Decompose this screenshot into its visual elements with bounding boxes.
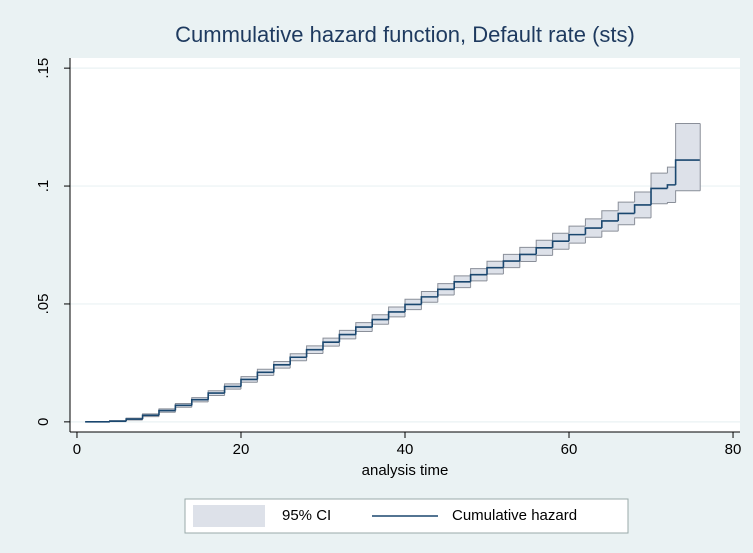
hazard-step <box>674 159 701 185</box>
legend-label: 95% CI <box>282 507 331 524</box>
hazard-step <box>568 233 586 242</box>
plot-area <box>70 58 740 432</box>
y-tick-label: .05 <box>35 294 52 315</box>
ci-edge <box>650 172 668 192</box>
hazard-step <box>404 303 422 312</box>
ci-edge <box>552 232 570 241</box>
ci-edge <box>470 268 488 276</box>
hazard-step <box>633 204 652 214</box>
ci-band <box>675 123 701 191</box>
ci-edge <box>552 248 570 256</box>
x-tick-label: 0 <box>73 441 81 458</box>
hazard-step <box>666 184 676 189</box>
y-tick-label: 0 <box>35 418 52 426</box>
ci-edge <box>502 253 520 262</box>
ci-edge <box>617 224 635 232</box>
ci-edge <box>634 191 652 203</box>
hazard-step <box>650 187 668 205</box>
hazard-step <box>354 326 373 335</box>
hazard-step <box>108 420 127 422</box>
x-tick-label: 20 <box>233 441 250 458</box>
x-tick-label: 40 <box>397 441 414 458</box>
hazard-step <box>141 414 159 420</box>
ci-edge <box>675 123 701 168</box>
hazard-step <box>223 385 241 394</box>
hazard-step <box>453 280 471 290</box>
hazard-step <box>240 378 258 387</box>
y-tick-label: .1 <box>35 180 52 193</box>
ci-edge <box>617 201 635 211</box>
ci-edge <box>486 260 504 269</box>
ci-edge <box>666 166 676 174</box>
hazard-step <box>305 348 323 358</box>
hazard-step <box>207 392 225 400</box>
ci-edge <box>601 210 619 219</box>
hazard-step <box>256 371 274 380</box>
ci-edge <box>675 190 701 203</box>
hazard-step <box>486 266 504 275</box>
hazard-step <box>125 418 143 422</box>
legend-swatch <box>193 505 265 527</box>
ci-edge <box>584 218 602 227</box>
hazard-step <box>158 409 176 416</box>
chart-title: Cummulative hazard function, Default rat… <box>175 22 635 47</box>
hazard-step <box>371 318 389 328</box>
hazard-step <box>601 220 619 229</box>
ci-edge <box>568 225 586 234</box>
x-tick-label: 60 <box>561 441 578 458</box>
ci-edge <box>634 217 652 225</box>
hazard-step <box>519 253 537 262</box>
hazard-step <box>551 240 570 248</box>
hazard-step <box>584 227 602 235</box>
ci-edge <box>601 230 619 238</box>
hazard-step <box>420 296 438 305</box>
hazard-step <box>190 398 209 406</box>
hazard-step <box>502 260 520 268</box>
ci-edge <box>519 246 537 255</box>
hazard-step <box>535 247 553 255</box>
hazard-step <box>387 311 405 320</box>
hazard-step <box>322 341 340 350</box>
hazard-step <box>437 288 455 297</box>
ci-edge <box>535 254 553 262</box>
y-tick-label: .15 <box>35 58 52 79</box>
ci-edge <box>584 236 602 244</box>
legend-label: Cumulative hazard <box>452 507 577 524</box>
ci-edge <box>535 239 553 248</box>
ci-edge <box>568 242 586 250</box>
hazard-step <box>174 404 192 411</box>
hazard-step <box>617 212 635 221</box>
hazard-step <box>338 333 356 343</box>
hazard-step <box>469 273 488 282</box>
hazard-step <box>272 363 291 373</box>
hazard-step <box>289 356 307 365</box>
x-axis-title: analysis time <box>362 462 449 479</box>
ci-edge <box>666 202 676 204</box>
x-tick-label: 80 <box>725 441 742 458</box>
